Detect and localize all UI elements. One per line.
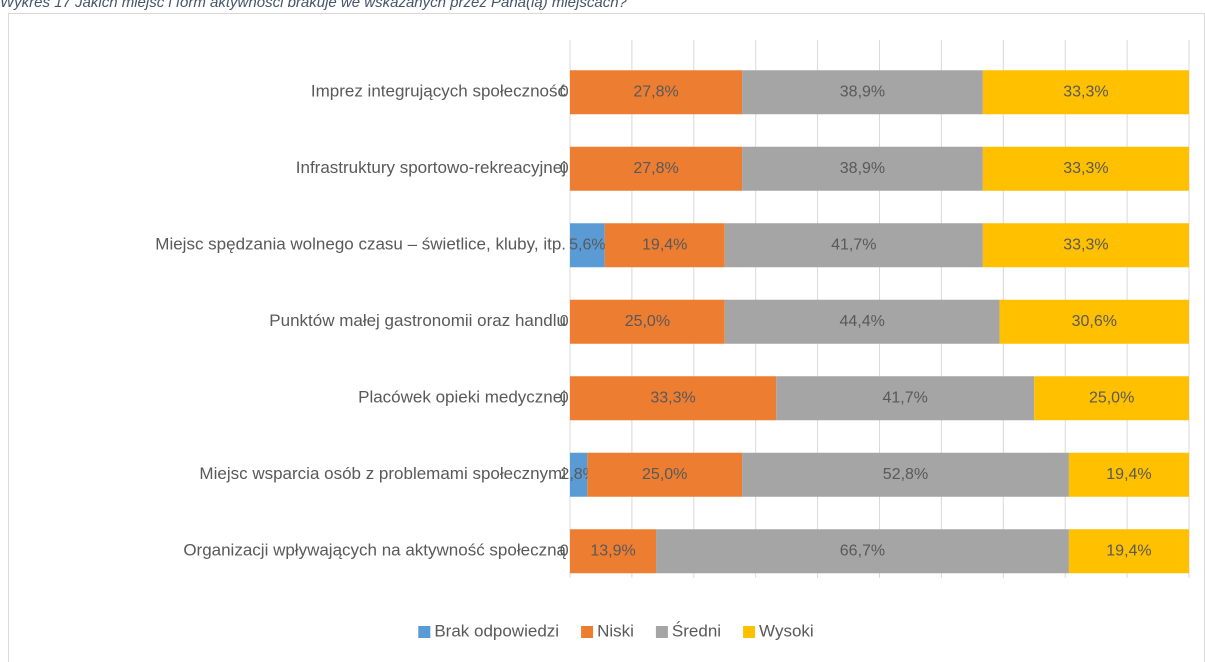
data-label: 19,4% [642,236,687,253]
bar-segment [724,299,1000,344]
category-label: Miejsc spędzania wolnego czasu – świetli… [155,235,566,254]
legend-swatch [655,626,668,638]
data-label: 44,4% [839,313,884,330]
bar-segment [570,223,605,268]
data-label: 33,3% [650,389,695,406]
category-label: Placówek opieki medycznej [358,388,566,407]
data-label: 33,3% [1063,236,1108,253]
category-label: Punktów małej gastronomii oraz handlu [269,311,566,330]
bar-segment [742,70,983,115]
data-label: 41,7% [883,389,928,406]
data-label: 33,3% [1063,83,1108,100]
category-label: Infrastruktury sportowo-rekreacyjnej [296,158,566,177]
bar-segment [570,376,777,421]
legend-label: Wysoki [759,621,814,640]
category-label: Imprez integrujących społeczność [311,82,567,101]
data-label: 13,9% [590,542,635,559]
data-label: 38,9% [840,160,885,177]
bar-segment [587,452,743,497]
bar-segment [724,223,983,268]
bar-segment [1034,376,1189,421]
data-label: 33,3% [1063,160,1108,177]
bar-segment [570,70,743,115]
bar-segment [570,146,743,191]
data-label: 52,8% [883,466,928,483]
chart-title: Wykres 17 Jakich miejsc i form aktywnośc… [0,0,628,11]
bar-segment [656,529,1069,574]
bar-segment [1068,529,1189,574]
data-label: 19,4% [1106,466,1151,483]
data-label: 5,6% [569,236,605,253]
bar-segment [1068,452,1189,497]
legend-label: Średni [672,621,721,640]
bar-segment [982,70,1189,115]
bar-segment [999,299,1189,344]
legend-swatch [581,626,594,638]
data-label: 25,0% [625,313,670,330]
legend-label: Brak odpowiedzi [434,621,559,640]
data-label: 30,6% [1072,313,1117,330]
bar-segment [570,299,725,344]
legend-swatch [743,626,756,638]
category-label: Miejsc wsparcia osób z problemami społec… [199,464,566,483]
legend-swatch [418,626,431,638]
data-label: 66,7% [840,542,885,559]
bar-segment [742,452,1069,497]
data-label: 25,0% [1089,389,1134,406]
bar-segment [570,529,657,574]
bar-segment [982,146,1189,191]
bar-segment [982,223,1189,268]
bar-segment [570,452,588,497]
data-label: 19,4% [1106,542,1151,559]
data-label: 25,0% [642,466,687,483]
data-label: 27,8% [633,160,678,177]
data-label: 27,8% [633,83,678,100]
data-label: 38,9% [840,83,885,100]
bar-segment [776,376,1035,421]
category-label: Organizacji wpływających na aktywność sp… [183,541,566,560]
data-label: 41,7% [831,236,876,253]
bar-segment [742,146,983,191]
bar-segment [604,223,725,268]
legend-label: Niski [597,621,634,640]
